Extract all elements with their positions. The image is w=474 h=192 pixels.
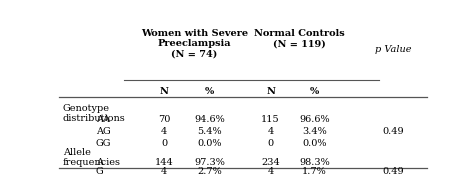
Text: 4: 4 xyxy=(161,167,167,176)
Text: 234: 234 xyxy=(261,158,280,167)
Text: 98.3%: 98.3% xyxy=(299,158,330,167)
Text: 3.4%: 3.4% xyxy=(302,127,327,136)
Text: AG: AG xyxy=(96,127,111,136)
Text: 94.6%: 94.6% xyxy=(194,115,225,124)
Text: 0.0%: 0.0% xyxy=(302,139,327,148)
Text: 96.6%: 96.6% xyxy=(299,115,330,124)
Text: 4: 4 xyxy=(267,127,273,136)
Text: frequencies: frequencies xyxy=(63,158,121,167)
Text: 0.49: 0.49 xyxy=(383,127,404,136)
Text: %: % xyxy=(310,87,319,96)
Text: Normal Controls
(N = 119): Normal Controls (N = 119) xyxy=(255,29,345,48)
Text: AA: AA xyxy=(96,115,110,124)
Text: N: N xyxy=(266,87,275,96)
Text: 0.0%: 0.0% xyxy=(198,139,222,148)
Text: A: A xyxy=(96,158,103,167)
Text: 144: 144 xyxy=(155,158,173,167)
Text: Genotype: Genotype xyxy=(63,104,110,113)
Text: 5.4%: 5.4% xyxy=(198,127,222,136)
Text: 115: 115 xyxy=(261,115,280,124)
Text: 4: 4 xyxy=(267,167,273,176)
Text: 4: 4 xyxy=(161,127,167,136)
Text: %: % xyxy=(205,87,215,96)
Text: GG: GG xyxy=(96,139,111,148)
Text: N: N xyxy=(160,87,168,96)
Text: p Value: p Value xyxy=(375,45,412,54)
Text: 0: 0 xyxy=(267,139,273,148)
Text: 70: 70 xyxy=(158,115,170,124)
Text: 2.7%: 2.7% xyxy=(198,167,222,176)
Text: G: G xyxy=(96,167,104,176)
Text: 97.3%: 97.3% xyxy=(194,158,225,167)
Text: 0.49: 0.49 xyxy=(383,167,404,176)
Text: 1.7%: 1.7% xyxy=(302,167,327,176)
Text: Women with Severe
Preeclampsia
(N = 74): Women with Severe Preeclampsia (N = 74) xyxy=(141,29,248,59)
Text: distributions: distributions xyxy=(63,114,126,123)
Text: Allele: Allele xyxy=(63,148,91,157)
Text: 0: 0 xyxy=(161,139,167,148)
